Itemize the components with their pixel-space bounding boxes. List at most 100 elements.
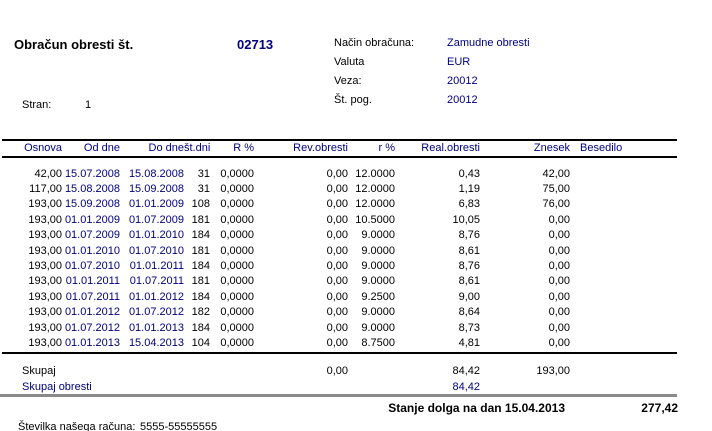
cell-do-dne: 01.01.2009 xyxy=(128,198,184,211)
debt-status-rule xyxy=(0,394,677,397)
column-header-r-pct: R % xyxy=(233,142,254,154)
cell-osnova: 42,00 xyxy=(34,167,62,180)
cell-real-obresti: 1,19 xyxy=(458,183,480,196)
column-header-od-dne: Od dne xyxy=(83,142,120,154)
column-header-besedilo: Besedilo xyxy=(580,142,623,154)
cell-rev-obresti: 0,00 xyxy=(326,260,348,273)
cell-r-pct: 0,0000 xyxy=(220,290,254,303)
info-value: Zamudne obresti xyxy=(447,36,530,49)
column-header-real-obresti: Real.obresti xyxy=(421,142,480,154)
cell-do-dne: 15.08.2008 xyxy=(128,167,184,180)
cell-znesek: 76,00 xyxy=(542,198,570,211)
cell-znesek: 0,00 xyxy=(548,321,570,334)
total-znesek: 193,00 xyxy=(536,364,570,377)
cell-real-obresti: 0,43 xyxy=(458,167,480,180)
table-top-rule xyxy=(2,139,677,141)
info-value: 20012 xyxy=(447,74,478,87)
info-value: EUR xyxy=(447,55,471,68)
info-row-valuta: Valuta EUR xyxy=(334,52,530,71)
column-header-r-pct-2: r % xyxy=(378,142,396,154)
cell-od-dne: 01.01.2010 xyxy=(64,244,120,257)
table-row: 193,00 01.07.2011 01.01.2012 184 0,0000 0,00 9… xyxy=(2,289,675,304)
cell-st-dni: 182 xyxy=(191,306,210,319)
cell-znesek: 0,00 xyxy=(548,336,570,349)
cell-rev-obresti: 0,00 xyxy=(326,275,348,288)
document-number: 02713 xyxy=(237,37,274,52)
table-row: 193,00 01.01.2013 15.04.2013 104 0,0000 0,00 8… xyxy=(2,335,675,350)
cell-st-dni: 184 xyxy=(191,260,210,273)
cell-znesek: 0,00 xyxy=(548,213,570,226)
cell-r-pct: 0,0000 xyxy=(220,244,254,257)
debt-status-value: 277,42 xyxy=(641,401,678,415)
table-row: 193,00 01.01.2010 01.07.2010 181 0,0000 0,00 9… xyxy=(2,243,675,258)
account-number-label: Številka našega računa: xyxy=(18,421,136,431)
cell-osnova: 193,00 xyxy=(28,213,62,226)
table-header-row: Osnova Od dne Do dne št.dni R % Rev.obresti r … xyxy=(2,140,675,156)
total-label: Skupaj xyxy=(22,364,56,377)
column-header-znesek: Znesek xyxy=(533,142,570,154)
column-header-do-dne: Do dne xyxy=(148,142,184,154)
cell-real-obresti: 9,00 xyxy=(458,290,480,303)
cell-r-pct-2: 9.0000 xyxy=(361,260,395,273)
calculation-info: Način obračuna: Zamudne obresti Valuta E… xyxy=(334,33,530,109)
info-row-nacin-obracuna: Način obračuna: Zamudne obresti xyxy=(334,33,530,52)
cell-od-dne: 01.01.2012 xyxy=(64,306,120,319)
cell-do-dne: 01.01.2012 xyxy=(128,290,184,303)
cell-r-pct-2: 9.0000 xyxy=(361,306,395,319)
cell-znesek: 0,00 xyxy=(548,306,570,319)
cell-r-pct-2: 12.0000 xyxy=(355,198,395,211)
cell-r-pct: 0,0000 xyxy=(220,321,254,334)
cell-osnova: 193,00 xyxy=(28,321,62,334)
cell-osnova: 117,00 xyxy=(29,183,62,196)
cell-do-dne: 01.01.2011 xyxy=(129,260,184,273)
cell-r-pct: 0,0000 xyxy=(220,229,254,242)
cell-r-pct: 0,0000 xyxy=(220,275,254,288)
cell-real-obresti: 4,81 xyxy=(458,336,480,349)
table-row: 117,00 15.08.2008 15.09.2008 31 0,0000 0,00 12… xyxy=(2,181,675,196)
cell-od-dne: 15.09.2008 xyxy=(64,198,120,211)
info-label: Valuta xyxy=(334,55,365,68)
cell-rev-obresti: 0,00 xyxy=(326,167,348,180)
cell-od-dne: 01.01.2013 xyxy=(64,336,120,349)
cell-znesek: 0,00 xyxy=(548,275,570,288)
cell-r-pct-2: 9.0000 xyxy=(361,321,395,334)
table-row: 193,00 01.01.2011 01.07.2011 181 0,0000 0,00 9… xyxy=(2,274,675,289)
info-value: 20012 xyxy=(447,93,478,106)
cell-r-pct: 0,0000 xyxy=(220,198,254,211)
table-rows: 42,00 15.07.2008 15.08.2008 31 0,0000 0,00 12.… xyxy=(2,166,675,351)
cell-st-dni: 31 xyxy=(197,183,210,196)
cell-r-pct-2: 10.5000 xyxy=(355,213,395,226)
table-row: 42,00 15.07.2008 15.08.2008 31 0,0000 0,00 12.… xyxy=(2,166,675,181)
total-real-obresti: 84,42 xyxy=(452,364,480,377)
table-row: 193,00 15.09.2008 01.01.2009 108 0,0000 0,00 1… xyxy=(2,197,675,212)
cell-rev-obresti: 0,00 xyxy=(326,213,348,226)
table-row: 193,00 01.07.2010 01.01.2011 184 0,0000 0,00 9… xyxy=(2,258,675,273)
cell-r-pct: 0,0000 xyxy=(220,183,254,196)
cell-rev-obresti: 0,00 xyxy=(326,336,348,349)
cell-znesek: 0,00 xyxy=(548,229,570,242)
cell-od-dne: 01.01.2011 xyxy=(65,275,120,288)
info-label: Št. pog. xyxy=(334,93,372,106)
cell-osnova: 193,00 xyxy=(28,306,62,319)
cell-st-dni: 181 xyxy=(191,275,210,288)
cell-osnova: 193,00 xyxy=(28,290,62,303)
cell-r-pct-2: 12.0000 xyxy=(355,167,395,180)
cell-osnova: 193,00 xyxy=(28,229,62,242)
info-row-veza: Veza: 20012 xyxy=(334,71,530,90)
cell-r-pct: 0,0000 xyxy=(220,336,254,349)
page-number-label: Stran: xyxy=(22,99,52,111)
cell-od-dne: 01.01.2009 xyxy=(64,213,120,226)
cell-real-obresti: 8,76 xyxy=(458,260,480,273)
column-header-rev-obresti: Rev.obresti xyxy=(293,142,348,154)
cell-r-pct-2: 9.0000 xyxy=(361,275,395,288)
document-title: Obračun obresti št. xyxy=(14,37,134,52)
cell-osnova: 193,00 xyxy=(28,260,62,273)
cell-r-pct-2: 8.7500 xyxy=(361,336,395,349)
cell-st-dni: 184 xyxy=(191,229,210,242)
page-number-value: 1 xyxy=(85,99,92,111)
table-row: 193,00 01.07.2012 01.01.2013 184 0,0000 0,00 9… xyxy=(2,320,675,335)
cell-r-pct: 0,0000 xyxy=(220,167,254,180)
cell-rev-obresti: 0,00 xyxy=(326,183,348,196)
cell-rev-obresti: 0,00 xyxy=(326,321,348,334)
cell-osnova: 193,00 xyxy=(28,244,62,257)
